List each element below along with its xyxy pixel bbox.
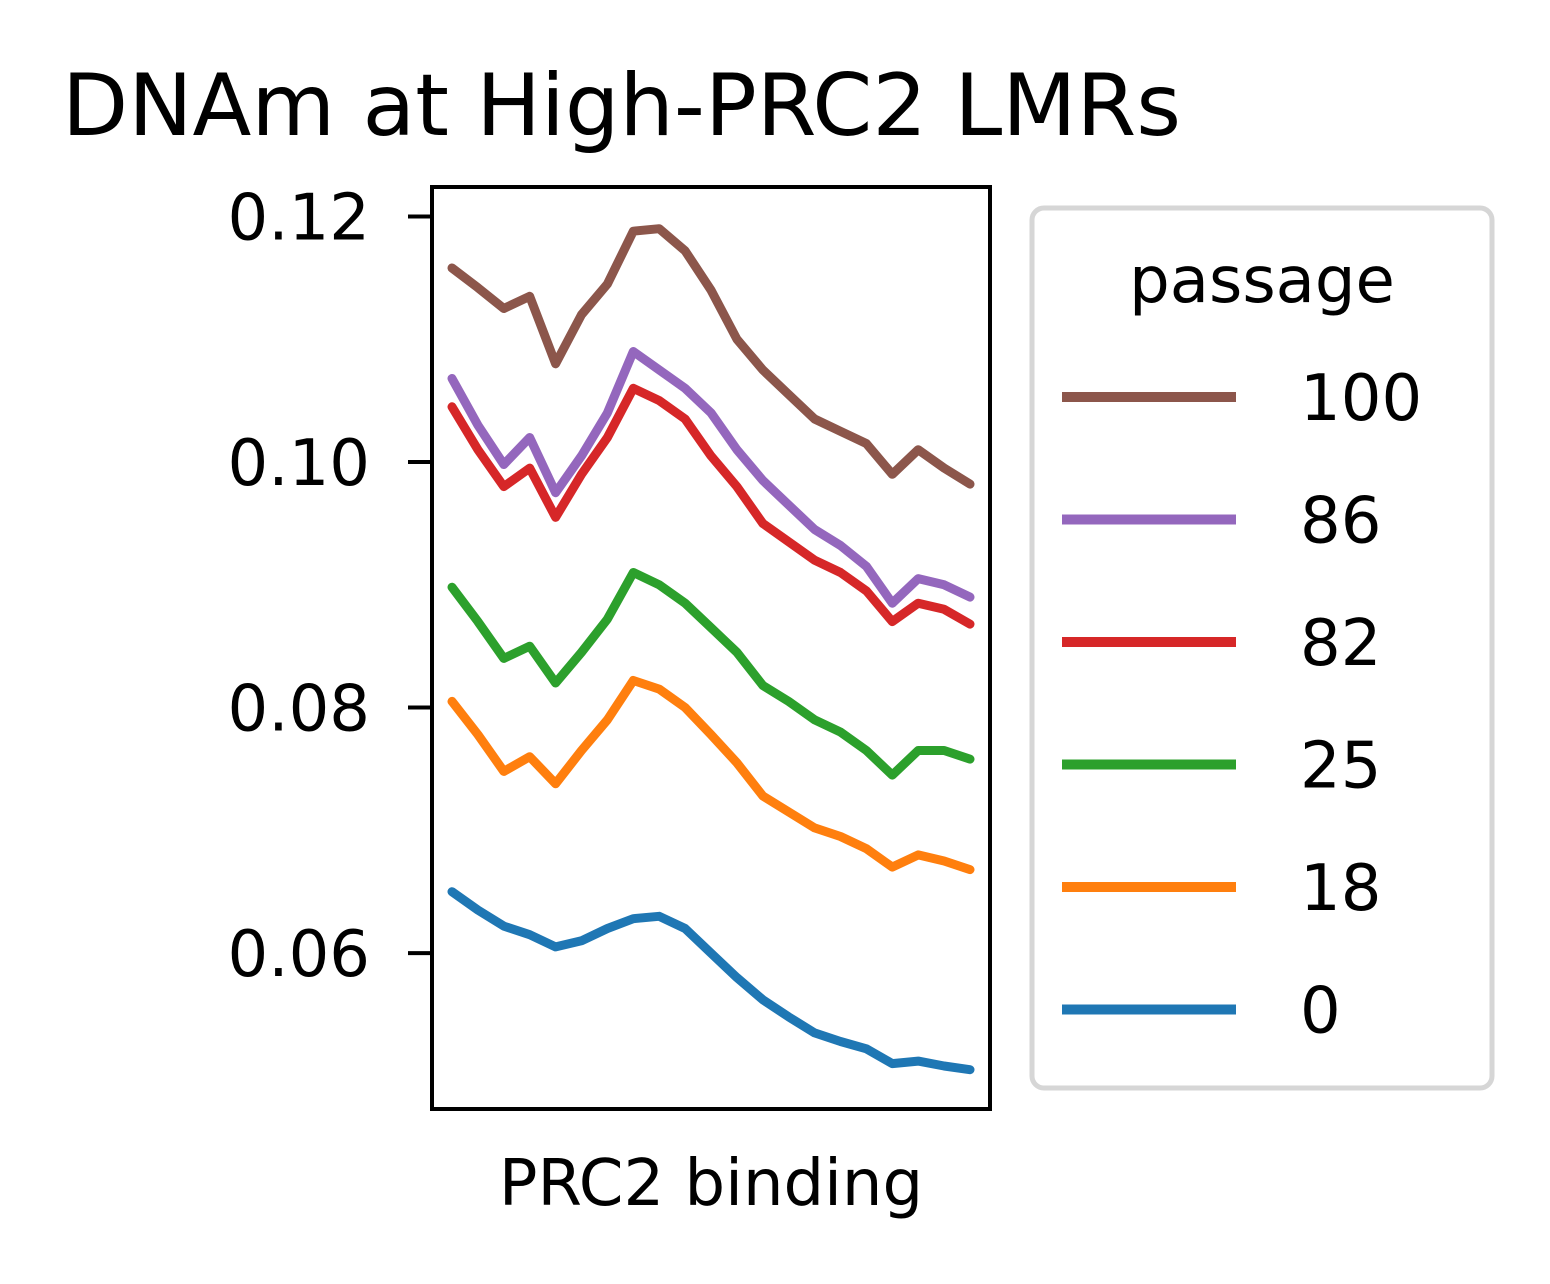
legend-title: passage [1129,244,1395,318]
series-line-86 [447,347,975,608]
legend-label: 0 [1300,975,1341,1049]
legend-label: 86 [1300,485,1381,559]
series-line-18 [447,676,975,875]
series-line-100 [447,224,975,489]
y-axis: 0.12 0.10 0.08 0.06 [228,181,432,992]
legend-box [1029,205,1495,1091]
legend-label: 82 [1300,607,1381,681]
chart-title: DNAm at High-PRC2 LMRs [62,56,1181,156]
y-tick-label: 0.08 [228,673,371,747]
legend-item-25[interactable]: 25 [1062,730,1381,804]
y-tick-label: 0.10 [228,427,371,501]
series-layer [447,224,975,1075]
y-tick-label: 0.12 [228,181,371,255]
legend-item-82[interactable]: 82 [1062,607,1381,681]
y-tick-label: 0.06 [228,918,371,992]
legend-label: 25 [1300,730,1381,804]
legend-item-0[interactable]: 0 [1062,975,1341,1049]
series-line-82 [447,383,975,629]
series-line-0 [447,887,975,1075]
legend-items: 100 86 82 25 18 0 [1062,362,1422,1049]
legend-label: 100 [1300,362,1422,436]
legend-item-86[interactable]: 86 [1062,485,1381,559]
legend-item-100[interactable]: 100 [1062,362,1422,436]
series-line-25 [447,568,975,780]
legend-label: 18 [1300,852,1381,926]
plot-frame [430,185,992,1111]
legend-item-18[interactable]: 18 [1062,852,1381,926]
x-axis-label: PRC2 binding [499,1147,923,1221]
legend[interactable]: passage 100 86 82 25 18 0 [1029,205,1495,1091]
